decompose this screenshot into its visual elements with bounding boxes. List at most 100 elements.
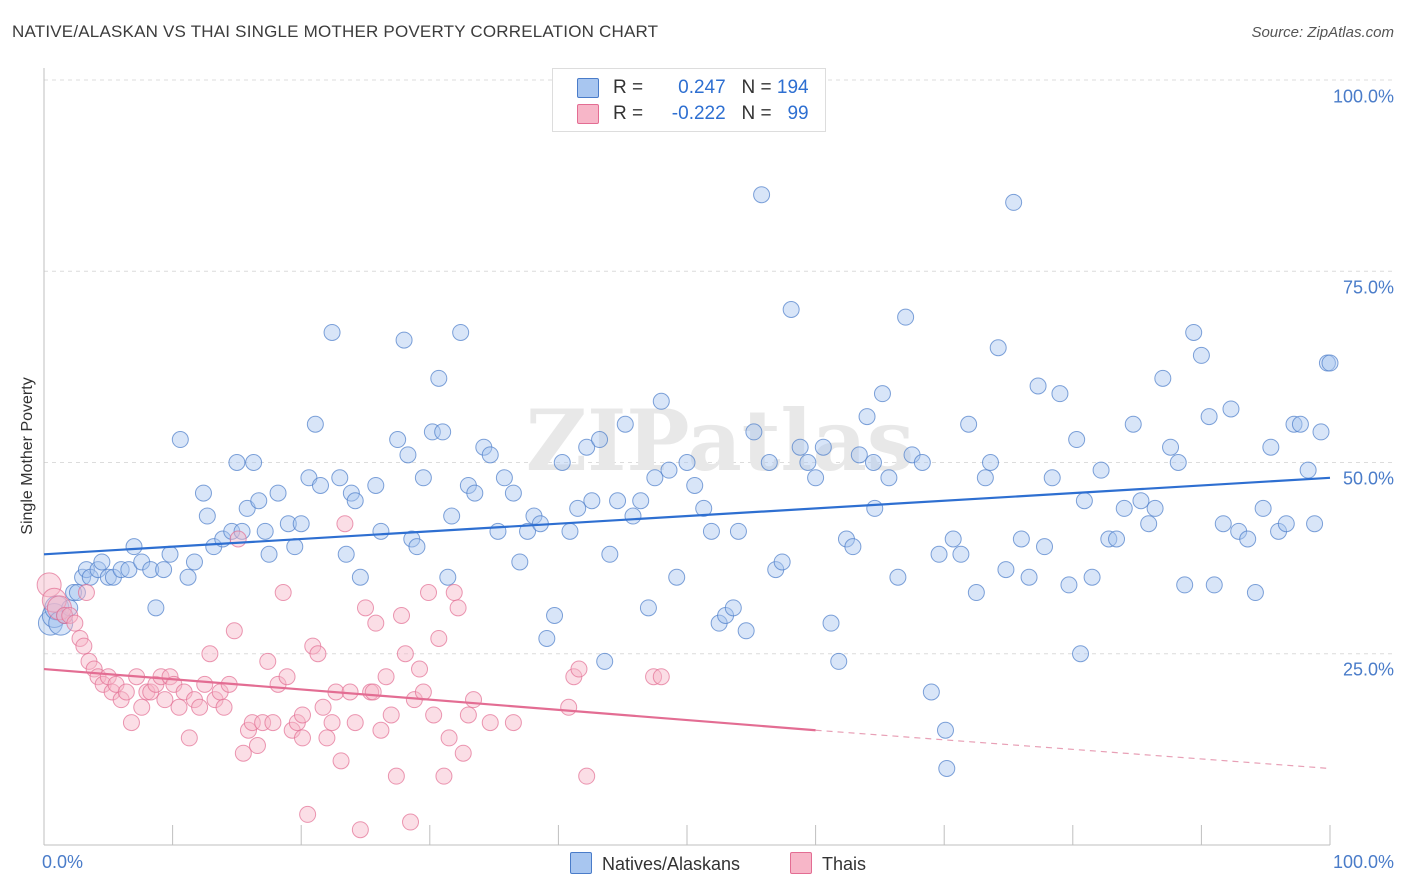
natives-point	[198, 507, 216, 525]
natives-point	[1262, 438, 1280, 456]
gridlines	[44, 79, 1392, 655]
natives-point	[194, 484, 212, 502]
natives-point	[1246, 584, 1264, 602]
natives-point	[609, 492, 627, 510]
natives-point	[646, 469, 664, 487]
thais-point	[191, 698, 209, 716]
natives-point	[724, 599, 742, 617]
natives-point	[439, 568, 457, 586]
natives-point	[814, 438, 832, 456]
legend-swatch-thais	[577, 103, 599, 124]
natives-point	[260, 545, 278, 563]
thais-point	[254, 714, 272, 732]
thais-point	[36, 572, 62, 598]
thais-point	[578, 767, 596, 785]
natives-point	[1176, 576, 1194, 594]
thais-point	[274, 584, 292, 602]
natives-point	[1146, 499, 1164, 517]
natives-point	[279, 515, 297, 533]
natives-point	[1205, 576, 1223, 594]
thais-point	[445, 584, 463, 602]
natives-point	[952, 545, 970, 563]
thais-point	[122, 714, 140, 732]
natives-point	[1068, 431, 1086, 449]
natives-point	[1185, 323, 1203, 341]
natives-point	[944, 530, 962, 548]
natives-point	[1092, 461, 1110, 479]
thais-point	[652, 668, 670, 686]
natives-point	[466, 484, 484, 502]
natives-point	[639, 599, 657, 617]
thais-point	[180, 729, 198, 747]
natives-point	[936, 721, 954, 739]
natives-point	[546, 607, 564, 624]
natives-point	[142, 561, 160, 579]
natives-point	[583, 492, 601, 510]
natives-point	[372, 522, 390, 540]
natives-point	[702, 522, 720, 540]
natives-point	[306, 415, 324, 433]
y-tick-75: 75.0%	[1342, 277, 1394, 298]
thais-point	[332, 752, 350, 770]
natives-point	[938, 760, 956, 777]
natives-point	[495, 469, 513, 487]
natives-points	[37, 186, 1339, 777]
natives-point	[351, 568, 369, 586]
legend-item-thais: Thais	[790, 852, 866, 875]
natives-point	[250, 492, 268, 510]
natives-point	[292, 515, 310, 533]
natives-point	[77, 561, 95, 579]
natives-point	[155, 561, 173, 579]
natives-point	[93, 553, 111, 571]
y-axis-label: Single Mother Poverty	[19, 377, 36, 535]
thais-point	[259, 652, 277, 670]
natives-point	[1051, 385, 1069, 403]
natives-point	[311, 476, 329, 494]
thais-point	[459, 706, 477, 724]
natives-point	[989, 339, 1007, 357]
thais-point	[357, 599, 374, 617]
natives-point	[323, 323, 341, 341]
natives-point	[1075, 492, 1093, 510]
natives-point	[1036, 538, 1054, 556]
thais-point	[504, 714, 522, 732]
natives-point	[1005, 193, 1023, 211]
natives-point	[538, 629, 556, 647]
natives-point	[434, 423, 452, 441]
natives-point	[753, 186, 771, 204]
natives-point	[960, 415, 978, 433]
natives-point	[1162, 438, 1180, 456]
y-tick-25: 25.0%	[1342, 659, 1394, 680]
natives-point	[807, 469, 825, 487]
natives-point	[981, 454, 999, 471]
thais-point	[560, 698, 578, 716]
natives-point	[452, 323, 470, 341]
natives-point	[389, 431, 407, 449]
natives-point	[395, 331, 413, 349]
natives-point	[844, 538, 862, 556]
natives-point	[1029, 377, 1047, 395]
thais-point	[243, 714, 261, 732]
source-label: Source: ZipAtlas.com	[1251, 24, 1394, 41]
natives-point	[481, 446, 499, 464]
natives-point	[850, 446, 868, 464]
natives-point	[68, 584, 86, 602]
natives-point	[408, 538, 426, 556]
natives-point	[120, 561, 138, 579]
natives-point	[632, 492, 650, 510]
natives-point	[337, 545, 355, 563]
natives-point	[745, 423, 763, 441]
natives-point	[913, 454, 931, 471]
legend-row-thais: R = -0.222 N = 99	[577, 103, 809, 127]
natives-point	[147, 599, 165, 617]
thais-point	[196, 675, 214, 693]
chart-title: NATIVE/ALASKAN VS THAI SINGLE MOTHER POV…	[12, 22, 659, 41]
thais-point	[367, 614, 385, 632]
natives-point	[578, 438, 596, 456]
natives-trend-line	[43, 476, 1331, 556]
natives-point	[652, 392, 670, 410]
thais-point	[156, 691, 174, 709]
natives-point	[1192, 346, 1210, 364]
legend-swatch-natives-bottom	[570, 852, 592, 874]
